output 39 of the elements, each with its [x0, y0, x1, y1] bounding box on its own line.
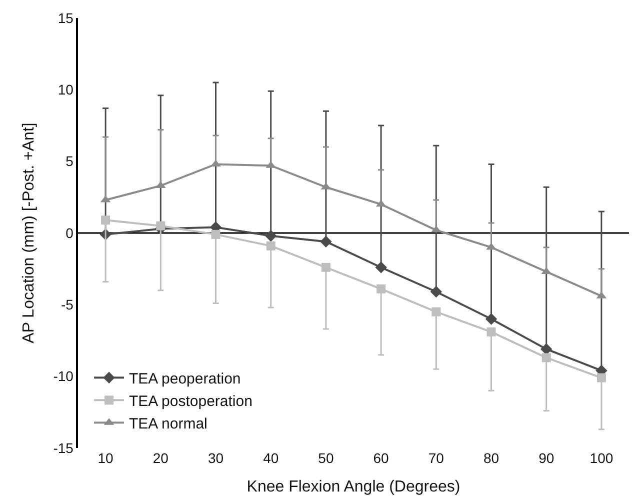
point — [485, 313, 498, 325]
point — [375, 262, 387, 274]
point — [265, 230, 277, 242]
x-tick-label: 60 — [373, 450, 390, 466]
y-tick-label: -5 — [60, 296, 74, 313]
x-tick-label: 70 — [428, 450, 444, 466]
y-tick-label: 0 — [66, 224, 74, 241]
y-tick-label: 15 — [58, 10, 74, 26]
x-tick-label: 10 — [98, 450, 114, 466]
point — [101, 216, 110, 225]
y-tick-label: 10 — [58, 82, 74, 98]
point — [486, 242, 496, 250]
y-tick-label: -10 — [53, 368, 74, 384]
point — [542, 353, 551, 362]
point — [320, 236, 332, 248]
x-tick-label: 90 — [538, 450, 554, 466]
x-tick-label: 20 — [152, 450, 169, 466]
point — [156, 221, 166, 230]
y-tick-label: -15 — [53, 440, 74, 456]
point — [432, 307, 441, 316]
point — [321, 262, 330, 272]
x-tick-label: 80 — [483, 450, 500, 466]
legend-label: TEA peoperation — [129, 370, 241, 388]
point — [376, 284, 386, 294]
x-tick-label: 40 — [263, 450, 279, 466]
y-tick-label: 5 — [66, 153, 74, 170]
legend-label: TEA normal — [129, 416, 208, 432]
point — [266, 241, 276, 250]
x-tick-label: 50 — [318, 450, 334, 466]
point — [430, 286, 442, 298]
point — [211, 230, 220, 239]
x-tick-label: 100 — [590, 450, 614, 466]
legend-label: TEA postoperation — [129, 393, 252, 410]
x-axis-title: Knee Flexion Angle (Degrees) — [246, 478, 460, 496]
point — [540, 343, 552, 355]
point — [596, 373, 606, 382]
x-tick-label: 30 — [208, 450, 224, 466]
y-axis-title: AP Location (mm) [-Post. +Ant] — [20, 122, 38, 344]
point — [486, 327, 496, 336]
